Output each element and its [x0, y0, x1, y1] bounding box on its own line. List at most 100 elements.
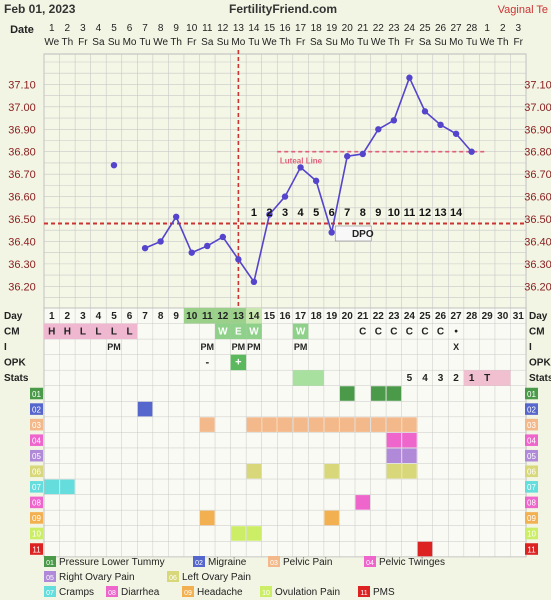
date-number: 3 [80, 23, 86, 34]
day-number: 29 [482, 311, 494, 322]
symptom-row-badge-right [525, 481, 538, 493]
weekday-label: Tu [248, 37, 259, 48]
legend-number: 02 [195, 560, 203, 567]
weekday-label: Fr [405, 37, 415, 48]
day-number: 27 [451, 311, 463, 322]
row-label-right-day: Day [529, 311, 548, 322]
symptom-row-number: 08 [32, 499, 41, 508]
symptom-row-number-right: 07 [527, 483, 536, 492]
cm-value: C [375, 327, 382, 338]
cm-value: C [406, 327, 413, 338]
legend-number: 10 [262, 590, 270, 597]
date-number: 13 [233, 23, 245, 34]
stats-value: 2 [453, 373, 459, 384]
site-title: FertilityFriend.com [229, 2, 337, 16]
symptom-cell [402, 464, 417, 479]
date-number: 12 [217, 23, 229, 34]
weekday-label: Mo [231, 37, 245, 48]
symptom-row-badge-right [525, 527, 538, 540]
legend-number: 06 [169, 575, 177, 582]
date-number: 16 [279, 23, 291, 34]
intercourse-mark: PM [107, 342, 121, 352]
symptom-cell [402, 448, 417, 463]
temperature-point [312, 177, 320, 185]
legend-swatch [268, 556, 280, 567]
dpo-label-box [334, 225, 372, 242]
temperature-point [421, 108, 429, 115]
y-tick-left: 36.60 [8, 192, 36, 204]
symptom-row-badge [30, 481, 43, 493]
date-number: 27 [451, 23, 463, 34]
symptom-row-number: 10 [32, 530, 41, 539]
row-label-day: Day [4, 311, 23, 322]
symptom-cell [386, 386, 402, 401]
day-number: 30 [497, 311, 509, 322]
temperature-point [110, 161, 118, 169]
symptom-row-badge-right [525, 434, 538, 446]
cm-value: L [95, 327, 101, 338]
symptom-cell [417, 541, 433, 557]
legend-number: 07 [46, 590, 54, 597]
day-number: 31 [513, 311, 525, 322]
day-number: 7 [142, 311, 148, 322]
cm-cell [215, 323, 231, 340]
cm-cell [75, 323, 91, 340]
symptom-cell [200, 510, 215, 526]
y-tick-right: 36.30 [524, 259, 551, 271]
cm-value: W [296, 327, 306, 338]
symptom-cell [386, 417, 402, 432]
luteal-line-label: Luteal Line [280, 157, 323, 166]
symptom-cell [324, 417, 339, 432]
intercourse-mark: PM [232, 342, 246, 352]
date-number: 23 [388, 23, 400, 34]
symptom-row-badge-right [525, 418, 538, 431]
symptom-row-badge [30, 496, 43, 509]
day-number: 3 [80, 311, 86, 322]
symptom-cell [308, 417, 324, 432]
stats-cell [292, 370, 324, 386]
temperature-point [141, 244, 149, 252]
y-tick-left: 36.70 [8, 169, 36, 181]
symptom-row-badge-right [525, 387, 538, 400]
symptom-row-number-right: 02 [527, 405, 536, 414]
symptom-row-badge [30, 387, 43, 400]
cm-cell [59, 323, 76, 340]
day-number: 20 [342, 311, 354, 322]
cm-cell [121, 323, 138, 340]
y-tick-right: 37.00 [524, 102, 551, 114]
cm-value: C [437, 327, 444, 338]
date-number: 5 [111, 23, 117, 34]
symptom-row-number: 02 [32, 405, 41, 414]
date-number: 26 [435, 23, 447, 34]
symptom-row-number-right: 06 [527, 468, 536, 477]
cm-cell [44, 323, 60, 340]
symptom-row-badge [30, 512, 43, 524]
weekday-label: Th [61, 37, 73, 48]
symptom-row-number-right: 04 [527, 436, 536, 445]
weekday-label: Tu [139, 37, 150, 48]
date-number: 19 [326, 23, 338, 34]
date-number: 2 [65, 23, 71, 34]
temperature-point [328, 229, 335, 236]
date-number: 28 [466, 23, 478, 34]
legend-label: Migraine [208, 557, 247, 568]
day-number: 6 [127, 311, 133, 322]
row-label-opk: OPK [4, 358, 26, 369]
symptom-cell [386, 432, 402, 448]
date-number: 17 [295, 23, 307, 34]
legend-number: 03 [270, 560, 278, 567]
legend-label: PMS [373, 587, 395, 598]
symptom-row-number-right: 05 [527, 452, 536, 461]
weekday-label: Th [497, 37, 509, 48]
temperature-point [188, 249, 195, 256]
y-tick-left: 36.40 [8, 236, 36, 248]
symptom-row-number-right: 03 [527, 421, 536, 430]
dpo-number: 14 [450, 207, 463, 219]
date-number: 1 [484, 23, 490, 34]
dpo-number: 2 [266, 207, 272, 219]
symptom-cell [402, 417, 417, 432]
y-tick-right: 36.20 [524, 281, 551, 293]
cm-value: • [454, 327, 458, 338]
symptom-row-number: 09 [32, 514, 41, 523]
opk-value: - [205, 357, 209, 369]
